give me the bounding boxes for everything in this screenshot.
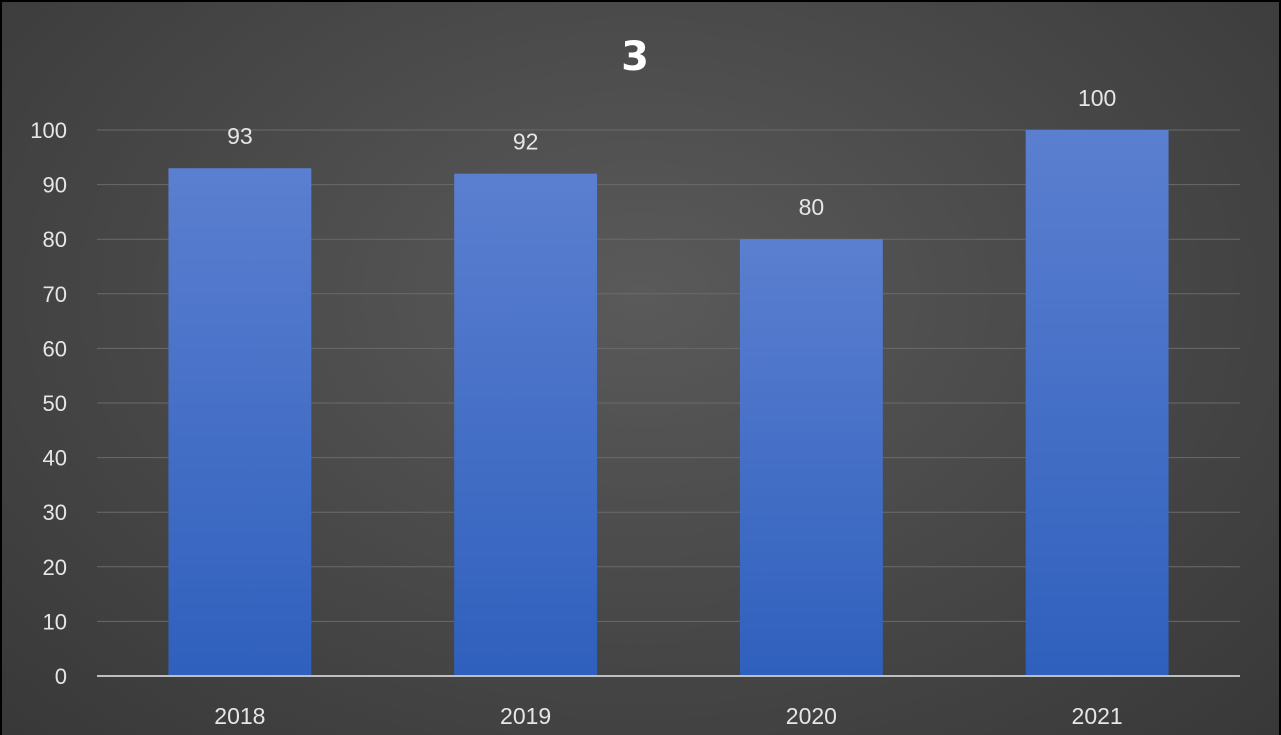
y-tick-label: 20 bbox=[43, 555, 67, 580]
data-label: 100 bbox=[1078, 85, 1116, 111]
bars bbox=[168, 130, 1169, 676]
data-labels: 93 92 80 100 bbox=[227, 85, 1116, 220]
y-tick-label: 50 bbox=[43, 391, 67, 416]
data-label: 93 bbox=[227, 123, 253, 149]
y-tick-label: 60 bbox=[43, 336, 67, 361]
y-tick-label: 100 bbox=[30, 118, 67, 143]
y-tick-label: 40 bbox=[43, 446, 67, 471]
x-tick-label: 2021 bbox=[1072, 703, 1123, 729]
x-tick-label: 2019 bbox=[500, 703, 551, 729]
x-tick-label: 2020 bbox=[786, 703, 837, 729]
x-tick-label: 2018 bbox=[214, 703, 265, 729]
bar bbox=[168, 168, 312, 676]
y-tick-label: 90 bbox=[43, 173, 67, 198]
data-label: 80 bbox=[799, 194, 825, 220]
y-tick-label: 10 bbox=[43, 609, 67, 634]
bar bbox=[1025, 130, 1169, 676]
y-tick-label: 70 bbox=[43, 282, 67, 307]
bar bbox=[739, 239, 883, 676]
y-tick-label: 80 bbox=[43, 227, 67, 252]
bar bbox=[454, 173, 598, 676]
chart-title: 3 bbox=[621, 34, 649, 80]
y-tick-label: 30 bbox=[43, 500, 67, 525]
x-axis-ticks: 2018 2019 2020 2021 bbox=[214, 703, 1122, 729]
y-tick-label: 0 bbox=[55, 664, 67, 689]
y-axis-ticks: 0 10 20 30 40 50 60 70 80 90 100 bbox=[30, 118, 67, 689]
data-label: 92 bbox=[513, 129, 539, 155]
